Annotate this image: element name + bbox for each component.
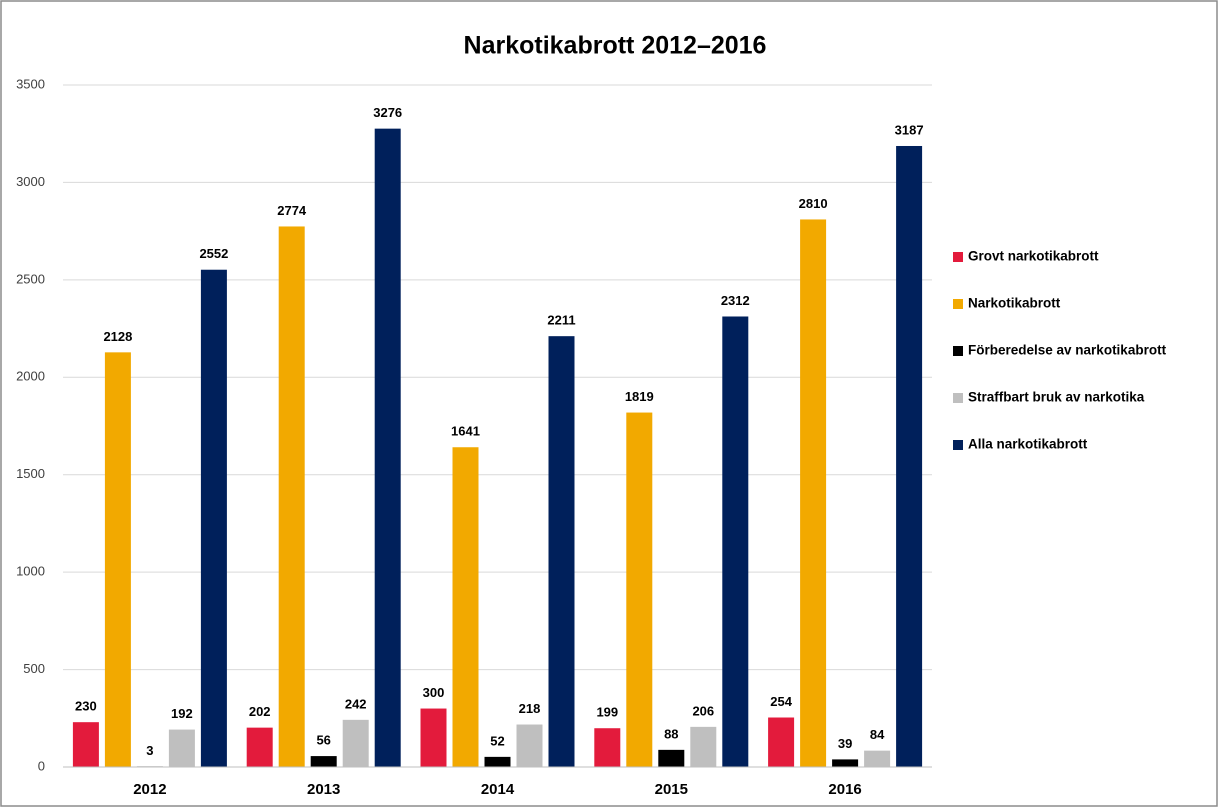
x-tick-label: 2014: [481, 781, 515, 798]
legend-swatch: [953, 393, 963, 403]
data-label: 56: [316, 733, 330, 748]
legend-label: Alla narkotikabrott: [968, 437, 1088, 452]
x-tick-label: 2015: [655, 781, 688, 798]
x-tick-label: 2013: [307, 781, 340, 798]
chart-title: Narkotikabrott 2012–2016: [464, 32, 767, 60]
bar: [896, 145, 923, 767]
data-label: 3: [146, 743, 153, 758]
bar: [72, 722, 99, 767]
bar: [594, 728, 621, 767]
bar: [200, 269, 227, 767]
bar: [800, 219, 827, 768]
bar: [104, 352, 131, 767]
data-label: 2774: [277, 203, 307, 218]
data-label: 206: [692, 703, 714, 718]
data-label: 84: [870, 727, 885, 742]
legend-swatch: [953, 252, 963, 262]
legend-label: Grovt narkotikabrott: [968, 249, 1099, 264]
data-label: 218: [519, 701, 541, 716]
bar: [420, 708, 447, 767]
legend-label: Straffbart bruk av narkotika: [968, 390, 1145, 405]
bar: [832, 759, 859, 767]
data-label: 1819: [625, 389, 654, 404]
bar: [626, 412, 653, 767]
data-label: 2211: [547, 313, 575, 328]
data-label: 230: [75, 699, 97, 714]
data-label: 254: [770, 694, 792, 709]
y-tick-label: 2000: [16, 369, 45, 384]
legend-swatch: [953, 346, 963, 356]
y-tick-label: 0: [38, 758, 45, 773]
bar: [516, 724, 543, 767]
data-label: 192: [171, 706, 193, 721]
bar: [168, 729, 195, 767]
data-label: 2552: [199, 246, 228, 261]
bar: [722, 316, 749, 767]
data-label: 2312: [721, 293, 750, 308]
bar: [548, 336, 575, 767]
y-tick-label: 1000: [16, 564, 45, 579]
bar: [310, 756, 337, 767]
data-label: 2128: [103, 329, 132, 344]
data-label: 3187: [895, 122, 924, 137]
bar: [484, 756, 511, 767]
data-label: 39: [838, 736, 852, 751]
bar: [864, 750, 891, 767]
bar: [278, 226, 305, 767]
bar: [452, 447, 479, 767]
data-label: 52: [490, 733, 504, 748]
legend-swatch: [953, 440, 963, 450]
y-tick-label: 500: [23, 661, 45, 676]
x-tick-label: 2012: [133, 781, 166, 798]
y-tick-label: 2500: [16, 271, 45, 286]
y-tick-label: 1500: [16, 466, 45, 481]
bar: [768, 717, 795, 767]
legend-label: Förberedelse av narkotikabrott: [968, 343, 1167, 358]
legend-swatch: [953, 299, 963, 309]
data-label: 2810: [799, 196, 828, 211]
y-tick-label: 3500: [16, 76, 45, 91]
data-label: 242: [345, 696, 367, 711]
data-label: 199: [596, 705, 618, 720]
data-label: 3276: [373, 105, 402, 120]
y-tick-label: 3000: [16, 174, 45, 189]
bar: [374, 128, 401, 767]
bar: [246, 727, 273, 767]
x-tick-label: 2016: [828, 781, 861, 798]
data-label: 88: [664, 726, 678, 741]
data-label: 1641: [451, 424, 480, 439]
data-label: 202: [249, 704, 271, 719]
bar: [658, 749, 685, 767]
data-label: 300: [423, 685, 445, 700]
bar: [690, 726, 717, 767]
bar: [342, 719, 369, 767]
legend-label: Narkotikabrott: [968, 296, 1061, 311]
